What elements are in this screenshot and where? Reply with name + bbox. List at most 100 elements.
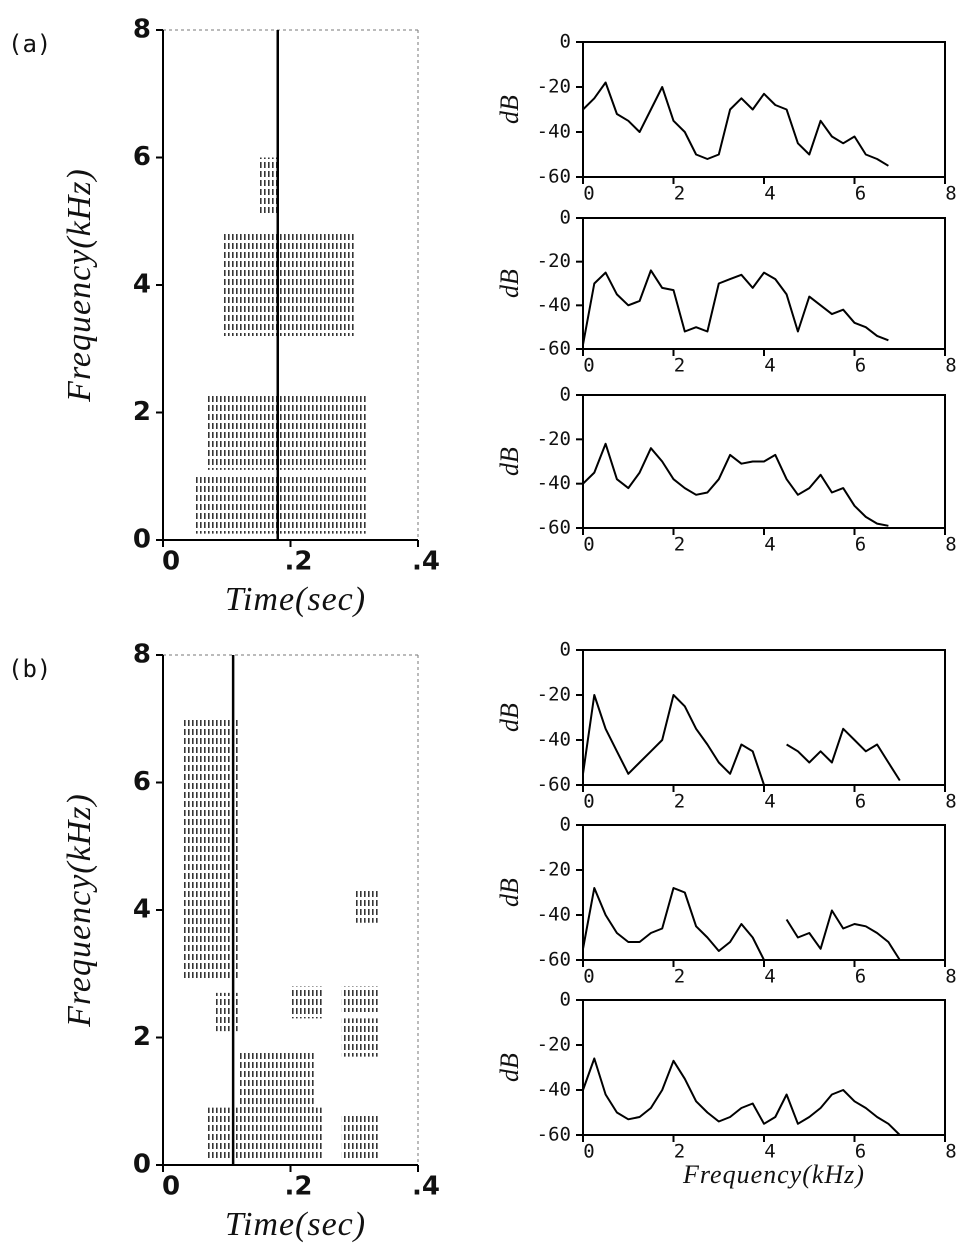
energy-band — [258, 157, 278, 215]
x-tick-label: 8 — [945, 1141, 956, 1163]
x-tick-label: 8 — [945, 791, 956, 813]
y-axis-title: dB — [495, 447, 524, 476]
spectrum-panel: 0 -20 -40 -60 0 2 4 6 8 dB Frequency(kHz) — [495, 989, 957, 1189]
spectrum-line — [582, 269, 889, 345]
spectrum-line — [582, 887, 901, 961]
y-tick-label: 6 — [133, 767, 151, 797]
y-tick-label: -60 — [537, 338, 571, 360]
x-tick-label: 2 — [674, 355, 685, 377]
spectrum-panel: 0 -20 -40 -60 0 2 4 6 8 dB — [495, 814, 957, 988]
y-tick-label: -40 — [537, 472, 571, 494]
x-tick-label: .2 — [285, 1172, 313, 1202]
y-tick-label: 0 — [560, 31, 571, 53]
panel-label: (b) — [8, 655, 51, 683]
y-tick-label: -60 — [537, 774, 571, 796]
y-axis-title: dB — [495, 95, 524, 124]
x-tick-label: 8 — [945, 183, 956, 205]
x-tick-label: 2 — [674, 791, 685, 813]
y-tick-label: 0 — [560, 384, 571, 406]
x-tick-label: 4 — [764, 1141, 775, 1163]
energy-band — [341, 1018, 380, 1057]
x-tick-label: 2 — [674, 183, 685, 205]
x-tick-label: 8 — [945, 355, 956, 377]
x-tick-label: 6 — [855, 1141, 866, 1163]
spectrum-line — [582, 81, 889, 167]
y-axis-title: dB — [495, 878, 524, 907]
x-tick-label: 2 — [674, 534, 685, 556]
energy-band — [214, 992, 240, 1032]
y-tick-label: 2 — [133, 397, 151, 427]
x-tick-label: 0 — [583, 966, 594, 988]
energy-band — [354, 890, 380, 923]
energy-band — [194, 476, 367, 534]
x-tick-label: 4 — [764, 183, 775, 205]
energy-band — [290, 986, 323, 1019]
x-tick-label: 6 — [855, 966, 866, 988]
y-tick-label: 4 — [133, 270, 151, 300]
frame — [582, 999, 946, 1136]
energy-band — [182, 718, 240, 981]
x-tick-label: 6 — [855, 355, 866, 377]
energy-band — [239, 1050, 316, 1108]
y-tick-label: 8 — [133, 15, 151, 45]
x-tick-label: .4 — [412, 1172, 440, 1202]
energy-band — [341, 1114, 380, 1159]
x-axis-title: Time(sec) — [225, 1206, 366, 1243]
x-tick-label: 4 — [764, 355, 775, 377]
y-axis-title: dB — [495, 1053, 524, 1082]
spectrum-panel: 0 -20 -40 -60 0 2 4 6 8 dB — [495, 384, 957, 556]
y-tick-label: 0 — [133, 525, 151, 555]
x-axis-title: Frequency(kHz) — [682, 1160, 865, 1189]
y-tick-label: -60 — [537, 1124, 571, 1146]
y-tick-label: -20 — [537, 250, 571, 272]
frame — [582, 824, 946, 961]
x-tick-label: 6 — [855, 183, 866, 205]
y-tick-label: 4 — [133, 895, 151, 925]
spectrum-line — [582, 694, 901, 786]
y-tick-label: 2 — [133, 1022, 151, 1052]
y-tick-label: 0 — [560, 207, 571, 229]
energy-band — [207, 393, 367, 470]
y-tick-label: -40 — [537, 904, 571, 926]
x-axis-title: Time(sec) — [225, 581, 366, 618]
x-tick-label: 2 — [674, 1141, 685, 1163]
spectrogram-panel: 0 2 4 6 8 0 .2 .4 (b) Frequency(kHz) Time(sec) — [8, 640, 440, 1243]
spectrum-panel: 0 -20 -40 -60 0 2 4 6 8 dB — [495, 31, 957, 205]
y-tick-label: -60 — [537, 517, 571, 539]
x-tick-label: 8 — [945, 966, 956, 988]
frame — [582, 217, 946, 350]
spectrum-panel: 0 -20 -40 -60 0 2 4 6 8 dB — [495, 639, 957, 813]
y-tick-label: -20 — [537, 684, 571, 706]
x-tick-label: 8 — [945, 534, 956, 556]
x-tick-label: 2 — [674, 966, 685, 988]
spectrum-line — [582, 1057, 901, 1136]
x-tick-label: 6 — [855, 534, 866, 556]
x-tick-label: 4 — [764, 966, 775, 988]
spectrum-panel: 0 -20 -40 -60 0 2 4 6 8 dB — [495, 207, 957, 377]
y-tick-label: -40 — [537, 121, 571, 143]
energy-band — [223, 234, 355, 336]
y-tick-label: -20 — [537, 76, 571, 98]
energy-band — [207, 1107, 323, 1159]
y-tick-label: 0 — [560, 989, 571, 1011]
y-tick-label: 6 — [133, 142, 151, 172]
y-tick-label: -20 — [537, 428, 571, 450]
y-tick-label: -40 — [537, 294, 571, 316]
x-tick-label: 0 — [583, 534, 594, 556]
y-tick-label: 0 — [560, 639, 571, 661]
y-tick-label: -20 — [537, 1034, 571, 1056]
x-tick-label: 0 — [583, 355, 594, 377]
x-tick-label: 0 — [162, 547, 180, 577]
x-tick-label: 0 — [583, 183, 594, 205]
y-tick-label: 0 — [560, 814, 571, 836]
x-tick-label: 0 — [583, 791, 594, 813]
y-tick-label: -60 — [537, 949, 571, 971]
y-axis-title: Frequency(kHz) — [61, 168, 98, 403]
y-tick-label: -40 — [537, 1079, 571, 1101]
y-tick-label: -60 — [537, 166, 571, 188]
y-axis-title: dB — [495, 703, 524, 732]
x-tick-label: 6 — [855, 791, 866, 813]
y-axis-title: Frequency(kHz) — [61, 793, 98, 1028]
